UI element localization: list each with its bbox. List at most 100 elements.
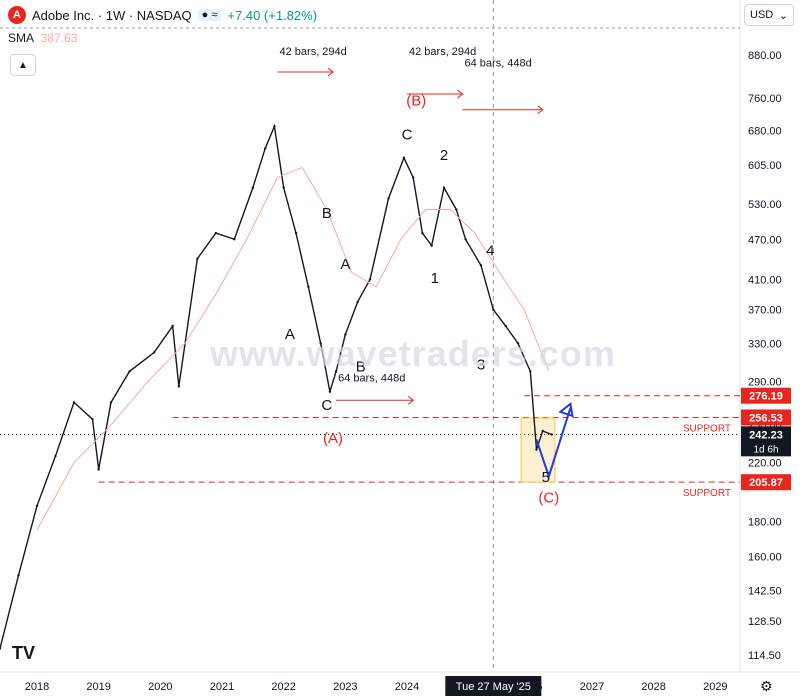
wave-label: B xyxy=(356,358,366,375)
price-point xyxy=(328,390,332,393)
price-badge-label: 256.53 xyxy=(749,412,783,424)
wave-label: C xyxy=(402,126,413,143)
wave-label: (C) xyxy=(538,490,559,507)
x-tick-label: 2028 xyxy=(641,681,665,693)
price-point xyxy=(72,401,76,404)
support-label: SUPPORT xyxy=(683,488,731,499)
price-point xyxy=(273,125,276,128)
price-point xyxy=(479,264,483,267)
chevron-up-icon: ▲ xyxy=(18,59,28,71)
indicator-legend[interactable]: SMA 387.63 xyxy=(8,31,77,45)
price-point xyxy=(128,370,131,373)
y-tick-label: 142.50 xyxy=(748,585,782,597)
time-span-arrowhead xyxy=(327,67,334,77)
price-point xyxy=(492,308,495,311)
chevron-down-icon: ⌄ xyxy=(778,9,788,22)
price-badge xyxy=(741,426,791,457)
x-tick-label: 2027 xyxy=(580,681,604,693)
time-span-arrowhead xyxy=(407,395,414,405)
price-point xyxy=(196,257,199,260)
price-badge-sublabel: 1d 6h xyxy=(753,444,778,455)
price-point xyxy=(177,385,181,388)
price-point xyxy=(109,401,113,404)
price-point xyxy=(455,208,458,211)
support-label: SUPPORT xyxy=(683,423,731,434)
y-tick-label: 128.50 xyxy=(748,616,782,628)
wave-label: 5 xyxy=(542,469,550,486)
price-point xyxy=(307,285,310,288)
y-tick-label: 370.00 xyxy=(748,305,782,317)
price-point xyxy=(516,342,520,345)
settings-gear-icon[interactable]: ⚙ xyxy=(760,678,773,694)
projection-arrowhead xyxy=(558,402,574,418)
wave-label: 3 xyxy=(477,356,485,373)
tradingview-logo-icon: TV xyxy=(12,643,36,663)
price-point xyxy=(263,147,267,150)
wave-label: 2 xyxy=(440,147,448,164)
price-badge xyxy=(741,474,791,491)
wave-label: (B) xyxy=(406,93,426,110)
price-point xyxy=(504,324,507,328)
x-tick-label: 2018 xyxy=(25,681,49,693)
watermark: www.wavetraders.com xyxy=(210,333,616,374)
wave-label: C xyxy=(321,397,332,414)
currency-select[interactable]: USD ⌄ xyxy=(744,4,794,26)
adobe-logo-icon: A xyxy=(8,6,26,24)
price-point xyxy=(344,333,347,336)
price-point xyxy=(529,370,532,373)
price-point xyxy=(152,351,156,354)
wave-label: (A) xyxy=(323,430,343,447)
time-span-arrowhead xyxy=(537,105,544,115)
price-point xyxy=(17,574,20,577)
crosshair-date-badge xyxy=(445,676,542,696)
price-point xyxy=(411,176,415,179)
collapse-legend-button[interactable]: ▲ xyxy=(10,54,36,76)
price-badge xyxy=(741,409,791,426)
x-tick-label: 2020 xyxy=(148,681,172,693)
price-axis xyxy=(740,0,800,700)
sma-series-line xyxy=(36,166,550,531)
price-point xyxy=(91,418,94,421)
y-tick-label: 605.00 xyxy=(748,160,782,172)
time-span-label: 42 bars, 294d xyxy=(409,46,476,58)
price-point xyxy=(421,231,424,235)
y-tick-label: 760.00 xyxy=(748,93,782,105)
x-tick-label: 2029 xyxy=(703,681,727,693)
crosshair-date-label: Tue 27 May '25 xyxy=(456,681,531,693)
price-series-line xyxy=(0,123,553,649)
target-zone-box xyxy=(520,417,556,483)
indicator-value: 387.63 xyxy=(40,31,78,45)
chart-header: A Adobe Inc. · 1W · NASDAQ ● ≈ +7.40 (+1… xyxy=(8,6,317,24)
price-point xyxy=(334,370,338,373)
price-point xyxy=(233,238,236,241)
price-point xyxy=(97,468,100,471)
price-point xyxy=(0,647,2,650)
price-point xyxy=(541,429,544,433)
time-span-arrowhead xyxy=(457,89,464,99)
price-point xyxy=(387,197,390,200)
y-tick-label: 410.00 xyxy=(748,274,782,286)
wave-label: 1 xyxy=(431,270,439,287)
x-tick-label: 2022 xyxy=(271,681,295,693)
price-point xyxy=(464,238,467,241)
symbol-title[interactable]: Adobe Inc. · 1W · NASDAQ xyxy=(32,7,192,23)
price-badge xyxy=(741,387,791,404)
time-span-label: 64 bars, 448d xyxy=(465,58,532,70)
price-point xyxy=(430,244,433,247)
y-tick-label: 470.00 xyxy=(748,234,782,246)
price-point xyxy=(251,186,255,189)
price-point xyxy=(54,454,57,458)
market-status-icon[interactable]: ● ≈ xyxy=(197,9,222,21)
x-tick-label: 2021 xyxy=(210,681,234,693)
wave-label: B xyxy=(322,205,332,222)
wave-label: A xyxy=(285,326,295,343)
wave-label: A xyxy=(340,256,350,273)
indicator-label: SMA xyxy=(8,31,34,45)
y-tick-label: 530.00 xyxy=(748,199,782,211)
y-tick-label: 114.50 xyxy=(748,650,781,662)
time-span-label: 64 bars, 448d xyxy=(338,372,405,384)
x-tick-label: 2024 xyxy=(395,681,419,693)
price-point xyxy=(282,186,285,189)
currency-label: USD xyxy=(750,9,774,21)
